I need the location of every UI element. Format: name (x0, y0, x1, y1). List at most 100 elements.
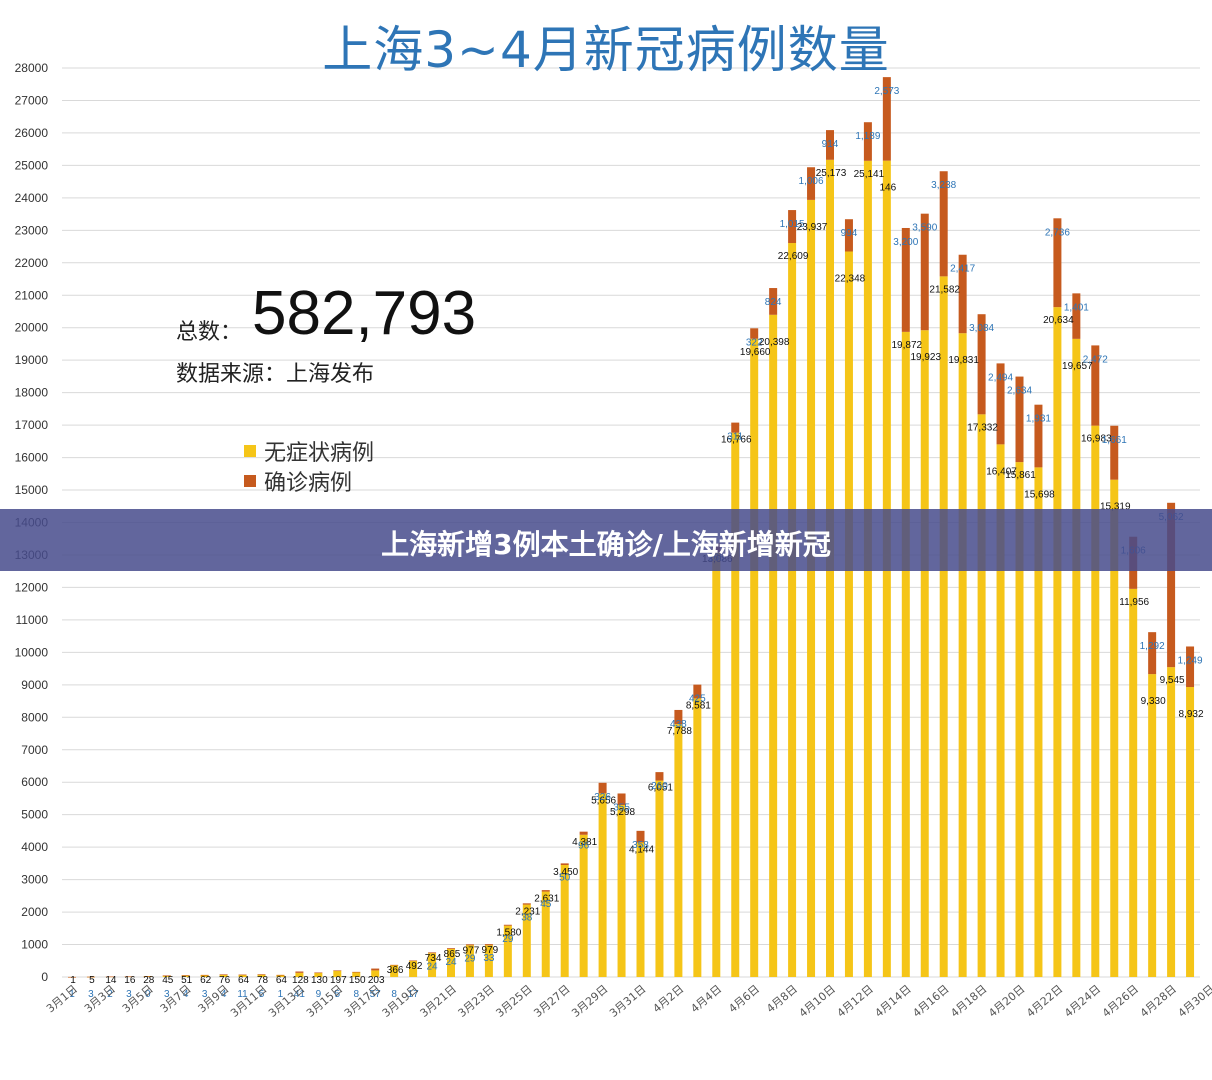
label-asymptomatic: 22,348 (835, 273, 866, 284)
label-asymptomatic: 5,298 (610, 807, 635, 818)
bar-asymptomatic (522, 904, 531, 977)
label-confirmed: 1,401 (1064, 302, 1089, 313)
bar-confirmed (579, 831, 588, 835)
label-asymptomatic: 20,398 (759, 337, 790, 348)
bar-asymptomatic (996, 444, 1005, 977)
bar-asymptomatic (1110, 479, 1119, 977)
label-confirmed: 3,238 (931, 180, 956, 191)
x-tick-label: 3月25日 (493, 982, 534, 1020)
bar-confirmed (1072, 293, 1081, 339)
label-asymptomatic: 8,581 (686, 700, 711, 711)
bar-asymptomatic (219, 974, 228, 977)
label-confirmed: 1,249 (1178, 655, 1203, 666)
label-asymptomatic: 64 (276, 975, 288, 986)
label-confirmed: 2,417 (950, 264, 975, 275)
label-asymptomatic: 19,657 (1062, 361, 1093, 372)
bar-confirmed (1148, 632, 1157, 675)
y-tick-label: 20000 (15, 321, 49, 335)
label-asymptomatic: 20,634 (1043, 315, 1074, 326)
label-confirmed: 3 (88, 989, 94, 1000)
label-confirmed: 45 (540, 899, 552, 910)
y-tick-label: 4000 (21, 840, 48, 854)
bar-asymptomatic (295, 972, 304, 977)
bar-confirmed (769, 288, 778, 315)
label-asymptomatic: 1,580 (496, 928, 521, 939)
label-confirmed: 1 (278, 989, 284, 1000)
bar-asymptomatic (598, 793, 607, 977)
bar-asymptomatic (617, 805, 626, 977)
y-tick-label: 9000 (21, 678, 48, 692)
legend-item-confirmed: 确诊病例 (244, 466, 374, 496)
y-tick-label: 21000 (15, 288, 49, 302)
x-tick-label: 4月14日 (872, 982, 913, 1020)
bar-asymptomatic (693, 698, 702, 977)
label-asymptomatic: 19,923 (910, 352, 941, 363)
legend: 无症状病例 确诊病例 (244, 436, 374, 496)
label-confirmed: 994 (841, 228, 858, 239)
y-tick-label: 1000 (21, 938, 48, 952)
bar-asymptomatic (333, 970, 342, 977)
bar-confirmed (939, 171, 948, 277)
bar-confirmed (826, 130, 834, 160)
label-asymptomatic: 203 (368, 975, 385, 986)
label-asymptomatic: 16,983 (1081, 434, 1112, 445)
y-tick-label: 0 (41, 970, 48, 984)
label-asymptomatic: 9,330 (1141, 696, 1166, 707)
bar-asymptomatic (314, 972, 323, 977)
label-asymptomatic: 865 (444, 949, 461, 960)
bar-asymptomatic (712, 552, 721, 977)
x-tick-label: 3月19日 (380, 982, 421, 1020)
bar-confirmed (920, 213, 929, 331)
legend-item-asymptomatic: 无症状病例 (244, 436, 374, 466)
x-tick-label: 4月2日 (650, 982, 686, 1015)
overlay-banner: 上海新增3例本土确诊/上海新增新冠 (0, 509, 1212, 571)
bar-asymptomatic (352, 972, 361, 977)
label-asymptomatic: 4,381 (572, 837, 597, 848)
legend-swatch-confirmed (244, 475, 256, 487)
bar-confirmed (674, 709, 683, 725)
label-confirmed: 4 (183, 989, 189, 1000)
bar-confirmed (655, 772, 664, 781)
bar-asymptomatic (465, 945, 474, 977)
bar-confirmed (693, 684, 702, 699)
bar-confirmed (1034, 404, 1043, 468)
label-asymptomatic: 2,631 (534, 894, 559, 905)
x-tick-label: 4月4日 (688, 982, 724, 1015)
x-tick-label: 3月27日 (531, 982, 572, 1020)
label-confirmed: 358 (632, 840, 649, 851)
label-asymptomatic: 62 (200, 975, 212, 986)
bar-confirmed (371, 968, 380, 971)
bar-confirmed (143, 976, 152, 977)
label-confirmed: 914 (822, 139, 839, 150)
bar-asymptomatic (731, 432, 740, 977)
y-tick-label: 16000 (15, 451, 49, 465)
bar-confirmed (1186, 646, 1195, 688)
bar-confirmed (617, 793, 626, 806)
label-asymptomatic: 16,407 (986, 466, 1017, 477)
bar-confirmed (503, 924, 512, 926)
bar-asymptomatic (541, 891, 550, 977)
label-confirmed: 1,015 (780, 219, 805, 230)
y-tick-label: 23000 (15, 223, 49, 237)
label-asymptomatic: 734 (425, 953, 442, 964)
y-tick-label: 17000 (15, 418, 49, 432)
label-confirmed: 425 (689, 694, 706, 705)
label-asymptomatic: 76 (219, 975, 231, 986)
bar-confirmed (1167, 502, 1176, 668)
label-asymptomatic: 130 (311, 975, 328, 986)
label-asymptomatic: 25,141 (854, 169, 885, 180)
x-tick-label: 3月13日 (266, 982, 307, 1020)
label-confirmed: 326 (594, 792, 611, 803)
x-tick-label: 3月31日 (607, 982, 648, 1020)
total-value: 582,793 (252, 279, 477, 348)
bar-asymptomatic (484, 945, 493, 977)
bar-asymptomatic (1034, 467, 1043, 977)
label-confirmed: 17 (408, 989, 420, 1000)
label-confirmed: 1 (69, 989, 75, 1000)
label-confirmed: 1,661 (1102, 435, 1127, 446)
bar-confirmed (598, 782, 607, 794)
bar-asymptomatic (807, 199, 816, 977)
label-confirmed: 824 (765, 297, 782, 308)
label-asymptomatic: 16,766 (721, 435, 752, 446)
y-tick-label: 27000 (15, 93, 49, 107)
